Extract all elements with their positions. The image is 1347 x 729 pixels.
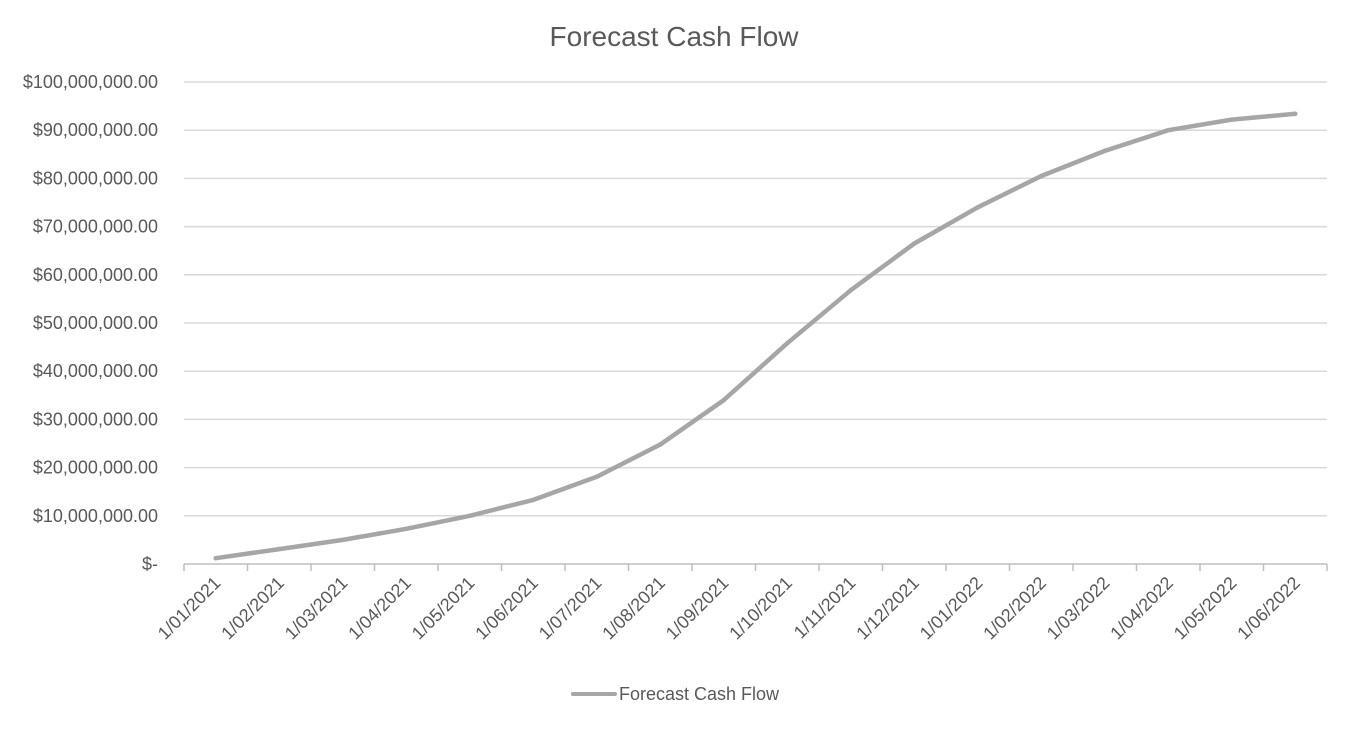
data-point: [1229, 117, 1234, 122]
x-tick-label: 1/01/2021: [154, 573, 225, 644]
data-point: [594, 474, 599, 480]
x-tick-label: 1/08/2021: [598, 573, 669, 644]
x-tick-label: 1/07/2021: [535, 573, 606, 644]
x-axis: 1/01/20211/02/20211/03/20211/04/20211/05…: [154, 563, 1328, 644]
data-point: [785, 340, 790, 346]
y-tick-label: $10,000,000.00: [33, 506, 158, 526]
x-tick-label: 1/02/2021: [217, 573, 288, 644]
y-tick-label: $40,000,000.00: [33, 361, 158, 381]
y-tick-label: $-: [142, 554, 158, 574]
data-point: [340, 537, 345, 543]
x-tick-label: 1/09/2021: [662, 573, 733, 644]
data-point: [848, 287, 853, 293]
y-tick-label: $30,000,000.00: [33, 409, 158, 429]
data-point: [1166, 127, 1171, 133]
y-axis-tick-labels: $- $10,000,000.00 $20,000,000.00 $30,000,00…: [23, 72, 158, 574]
data-point: [277, 546, 282, 552]
data-point: [975, 205, 980, 210]
x-tick-label: 1/06/2021: [471, 573, 542, 644]
x-tick-label: 1/04/2022: [1106, 573, 1177, 644]
y-tick-label: $80,000,000.00: [33, 168, 158, 188]
gridlines: [184, 81, 1327, 517]
x-tick-label: 1/06/2022: [1233, 573, 1304, 644]
x-tick-label: 1/01/2022: [916, 573, 987, 644]
chart-title: Forecast Cash Flow: [550, 21, 800, 52]
data-point: [721, 397, 726, 403]
y-tick-label: $100,000,000.00: [23, 72, 158, 92]
data-point: [404, 526, 409, 532]
data-point: [1039, 173, 1044, 179]
legend-label: Forecast Cash Flow: [619, 684, 780, 704]
x-tick-label: 1/03/2021: [281, 573, 352, 644]
x-tick-label: 1/05/2022: [1170, 573, 1241, 644]
x-tick-label: 1/10/2021: [725, 573, 796, 644]
y-tick-label: $50,000,000.00: [33, 313, 158, 333]
x-tick-label: 1/11/2021: [790, 573, 860, 643]
series-line: [213, 111, 1298, 561]
y-tick-label: $20,000,000.00: [33, 458, 158, 478]
series-lines: [213, 111, 1298, 561]
y-tick-label: $60,000,000.00: [33, 265, 158, 285]
data-point: [1293, 111, 1298, 117]
data-point: [912, 241, 917, 246]
x-tick-label: 1/03/2022: [1043, 573, 1114, 644]
data-point: [531, 497, 536, 503]
y-tick-label: $90,000,000.00: [33, 120, 158, 140]
x-tick-label: 1/04/2021: [344, 573, 415, 644]
data-point: [213, 555, 218, 561]
x-tick-label: 1/05/2021: [408, 573, 479, 644]
data-point: [658, 442, 663, 447]
x-tick-label: 1/02/2022: [979, 573, 1050, 644]
data-point: [1102, 148, 1107, 154]
x-tick-label: 1/12/2021: [852, 573, 923, 644]
data-point: [467, 513, 472, 519]
y-tick-label: $70,000,000.00: [33, 217, 158, 237]
legend: Forecast Cash Flow: [571, 684, 780, 704]
